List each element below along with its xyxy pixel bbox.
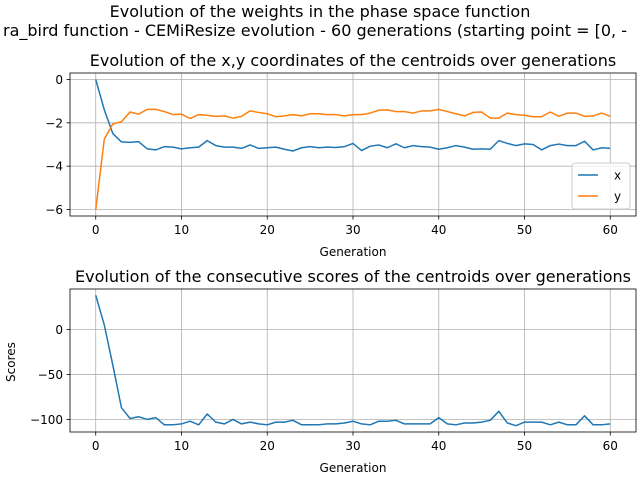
scores-x-tick-label: 50 [517,439,532,453]
scores-y-axis-label: Scores [4,342,18,382]
scores-x-tick-label: 30 [345,439,360,453]
figure-suptitle-line-2: ra_bird function - CEMiResize evolution … [3,21,627,40]
coordinates-x-tick-label: 30 [345,223,360,237]
figure-suptitle-line-1: Evolution of the weights in the phase sp… [109,2,531,21]
legend-label-x: x [614,169,621,183]
scores-y-tick-label: −100 [30,413,63,427]
coordinates-y-tick-label: −2 [45,116,63,130]
coordinates-legend [571,162,631,210]
coordinates-series-x [95,79,611,152]
scores-axes: Evolution of the consecutive scores of t… [4,267,637,475]
legend-label-y: y [614,190,621,204]
scores-x-tick-label: 10 [174,439,189,453]
scores-y-tick-label: 0 [55,323,63,337]
coordinates-series-y [94,108,611,210]
coordinates-x-tick-label: 50 [517,223,532,237]
coordinates-chart-title: Evolution of the x,y coordinates of the … [90,51,616,70]
scores-series-line-0 [95,295,611,427]
coordinates-x-tick-label: 20 [260,223,275,237]
scores-x-tick-label: 40 [431,439,446,453]
coordinates-x-tick-label: 10 [174,223,189,237]
scores-x-tick-label: 60 [603,439,618,453]
scores-x-tick-label: 0 [92,439,100,453]
coordinates-y-tick-label: −6 [45,203,63,217]
scores-x-tick-label: 20 [260,439,275,453]
scores-x-axis-label: Generation [320,461,387,475]
coordinates-x-tick-label: 60 [603,223,618,237]
scores-y-tick-label: −50 [38,368,63,382]
coordinates-y-tick-label: −4 [45,160,63,174]
coordinates-y-tick-label: 0 [55,73,63,87]
coordinates-x-tick-label: 40 [431,223,446,237]
coordinates-x-axis-label: Generation [320,245,387,259]
coordinates-x-tick-label: 0 [92,223,100,237]
coordinates-axes: Evolution of the x,y coordinates of the … [45,51,637,259]
scores-chart-title: Evolution of the consecutive scores of t… [75,267,631,286]
